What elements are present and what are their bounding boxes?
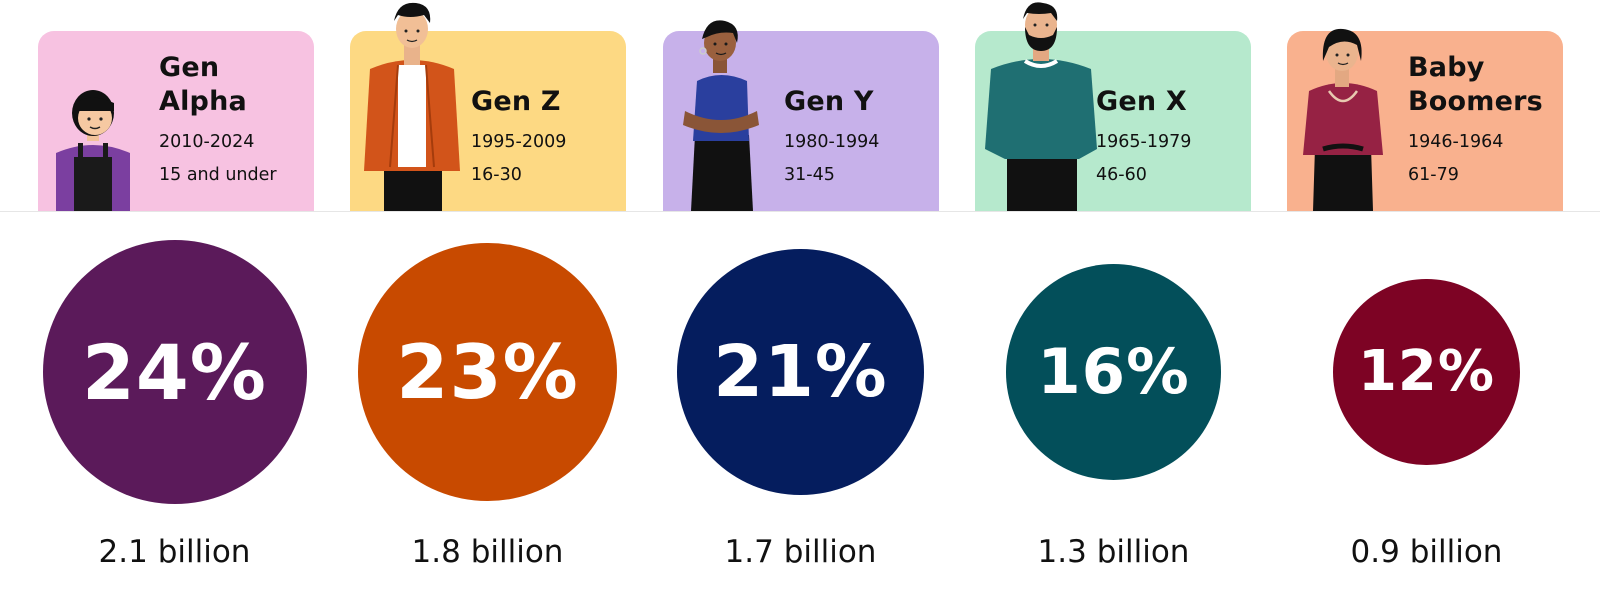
card-years: 2010-2024	[159, 132, 255, 152]
card-title-line-1: Gen Y	[784, 86, 874, 117]
population-label: 1.8 billion	[411, 534, 564, 570]
young-man-jacket-icon	[364, 2, 460, 211]
percent-bubble: 21%	[677, 248, 924, 496]
cards-baseline-divider	[0, 211, 1600, 212]
card-title-line-1: Baby	[1408, 52, 1485, 83]
percent-bubble: 23%	[358, 242, 617, 502]
card-years: 1946-1964	[1408, 132, 1504, 152]
generation-card-gen-x: Gen X 1965-1979 46-60	[975, 2, 1251, 211]
card-years: 1980-1994	[784, 132, 880, 152]
card-ages: 31-45	[784, 165, 835, 185]
girl-overalls-icon	[56, 90, 130, 211]
population-label: 0.9 billion	[1350, 534, 1503, 570]
generation-card-baby-boomers: Baby Boomers 1946-1964 61-79	[1287, 28, 1563, 211]
bubble-column: 12% 0.9 billion	[1270, 212, 1583, 616]
card-ages: 61-79	[1408, 165, 1459, 185]
bubble-column: 21% 1.7 billion	[644, 212, 957, 616]
card-ages: 15 and under	[159, 165, 277, 185]
woman-arms-crossed-icon	[683, 20, 759, 211]
bearded-man-sweater-icon	[985, 2, 1097, 211]
generation-card-gen-alpha: Gen Alpha 2010-2024 15 and under	[38, 31, 314, 211]
card-years: 1995-2009	[471, 132, 567, 152]
card-years: 1965-1979	[1096, 132, 1192, 152]
generation-card-gen-y: Gen Y 1980-1994 31-45	[663, 20, 939, 211]
bubble-column: 16% 1.3 billion	[957, 212, 1270, 616]
population-label: 1.3 billion	[1037, 534, 1190, 570]
card-ages: 16-30	[471, 165, 522, 185]
card-ages: 46-60	[1096, 165, 1147, 185]
bubble-column: 24% 2.1 billion	[18, 212, 331, 616]
bubble-column: 23% 1.8 billion	[331, 212, 644, 616]
population-label: 1.7 billion	[724, 534, 877, 570]
generation-card-gen-z: Gen Z 1995-2009 16-30	[350, 2, 626, 211]
percent-bubble: 16%	[1005, 264, 1222, 480]
card-title-line-2: Boomers	[1408, 86, 1543, 117]
card-title-line-1: Gen X	[1096, 86, 1187, 117]
card-title-line-1: Gen	[159, 52, 220, 83]
older-woman-necklace-icon	[1303, 28, 1383, 211]
card-title-line-1: Gen Z	[471, 86, 561, 117]
percent-bubble: 24%	[42, 240, 307, 504]
card-title-line-2: Alpha	[159, 86, 247, 117]
percent-bubble: 12%	[1333, 278, 1520, 466]
population-label: 2.1 billion	[98, 534, 251, 570]
